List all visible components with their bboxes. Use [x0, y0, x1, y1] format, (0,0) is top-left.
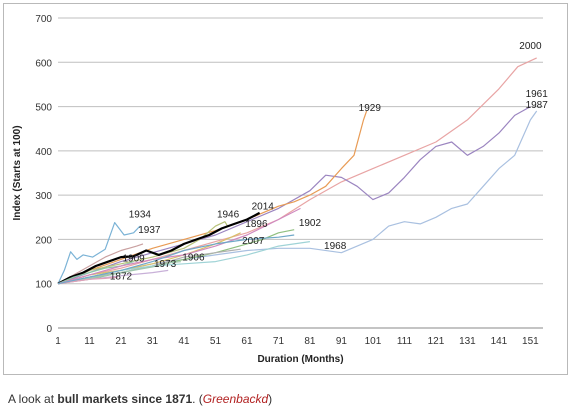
x-tick-label: 101 [365, 336, 382, 347]
y-tick-label: 100 [35, 280, 52, 291]
x-axis-title: Duration (Months) [257, 354, 343, 365]
y-tick-label: 200 [35, 235, 52, 246]
series-label: 1906 [182, 253, 205, 264]
x-tick-label: 81 [304, 336, 316, 347]
y-tick-label: 700 [35, 14, 52, 25]
caption-bold: bull markets since 1871 [57, 392, 193, 406]
caption-end: ) [268, 392, 273, 406]
series-line [57, 234, 295, 285]
chart-frame [3, 3, 568, 375]
y-tick-label: 0 [46, 324, 52, 335]
caption-source-link[interactable]: Greenbackd [202, 392, 269, 406]
series-line [57, 211, 261, 285]
x-tick-label: 141 [491, 336, 508, 347]
figure-caption: A look at bull markets since 1871. (Gree… [8, 392, 272, 406]
series-label: 1929 [359, 103, 382, 114]
series-label: 2014 [252, 201, 275, 212]
series-line [57, 110, 538, 285]
series-line [57, 261, 181, 285]
series-line [57, 222, 141, 284]
series-label: 2007 [242, 236, 265, 247]
y-axis-title: Index (Starts at 100) [12, 125, 23, 220]
series-label: 1946 [217, 209, 240, 220]
series-line [57, 57, 537, 285]
x-tick-label: 21 [115, 336, 127, 347]
y-tick-label: 300 [35, 191, 52, 202]
series-line [57, 276, 118, 285]
series-line [57, 106, 531, 285]
y-tick-label: 500 [35, 103, 52, 114]
x-tick-label: 131 [459, 336, 476, 347]
x-tick-label: 41 [178, 336, 190, 347]
x-tick-label: 121 [428, 336, 445, 347]
series-label: 1973 [154, 259, 177, 270]
series-label: 1937 [138, 225, 161, 236]
series-line [57, 232, 241, 285]
series-label: 1961 [526, 89, 549, 100]
series-label: 1872 [110, 271, 133, 282]
x-tick-label: 71 [273, 336, 285, 347]
series-label: 1909 [122, 254, 145, 265]
series-label: 1902 [299, 218, 322, 229]
x-tick-label: 111 [397, 336, 413, 347]
series-line [57, 221, 229, 285]
x-tick-label: 1 [55, 336, 61, 347]
x-tick-label: 31 [147, 336, 159, 347]
caption-suffix: . ( [192, 392, 203, 406]
series-label: 1987 [526, 100, 549, 111]
y-tick-label: 600 [35, 58, 52, 69]
x-tick-label: 11 [84, 336, 95, 347]
x-tick-label: 51 [210, 336, 222, 347]
series-label: 1968 [324, 241, 347, 252]
series-label: 1934 [129, 209, 152, 220]
y-tick-label: 400 [35, 147, 52, 158]
x-tick-label: 151 [522, 336, 539, 347]
x-tick-label: 91 [336, 336, 348, 347]
series-line [57, 207, 301, 285]
series-label: 2000 [519, 41, 542, 52]
caption-prefix: A look at [8, 392, 58, 406]
x-tick-label: 61 [241, 336, 253, 347]
series-label: 1896 [245, 219, 268, 230]
